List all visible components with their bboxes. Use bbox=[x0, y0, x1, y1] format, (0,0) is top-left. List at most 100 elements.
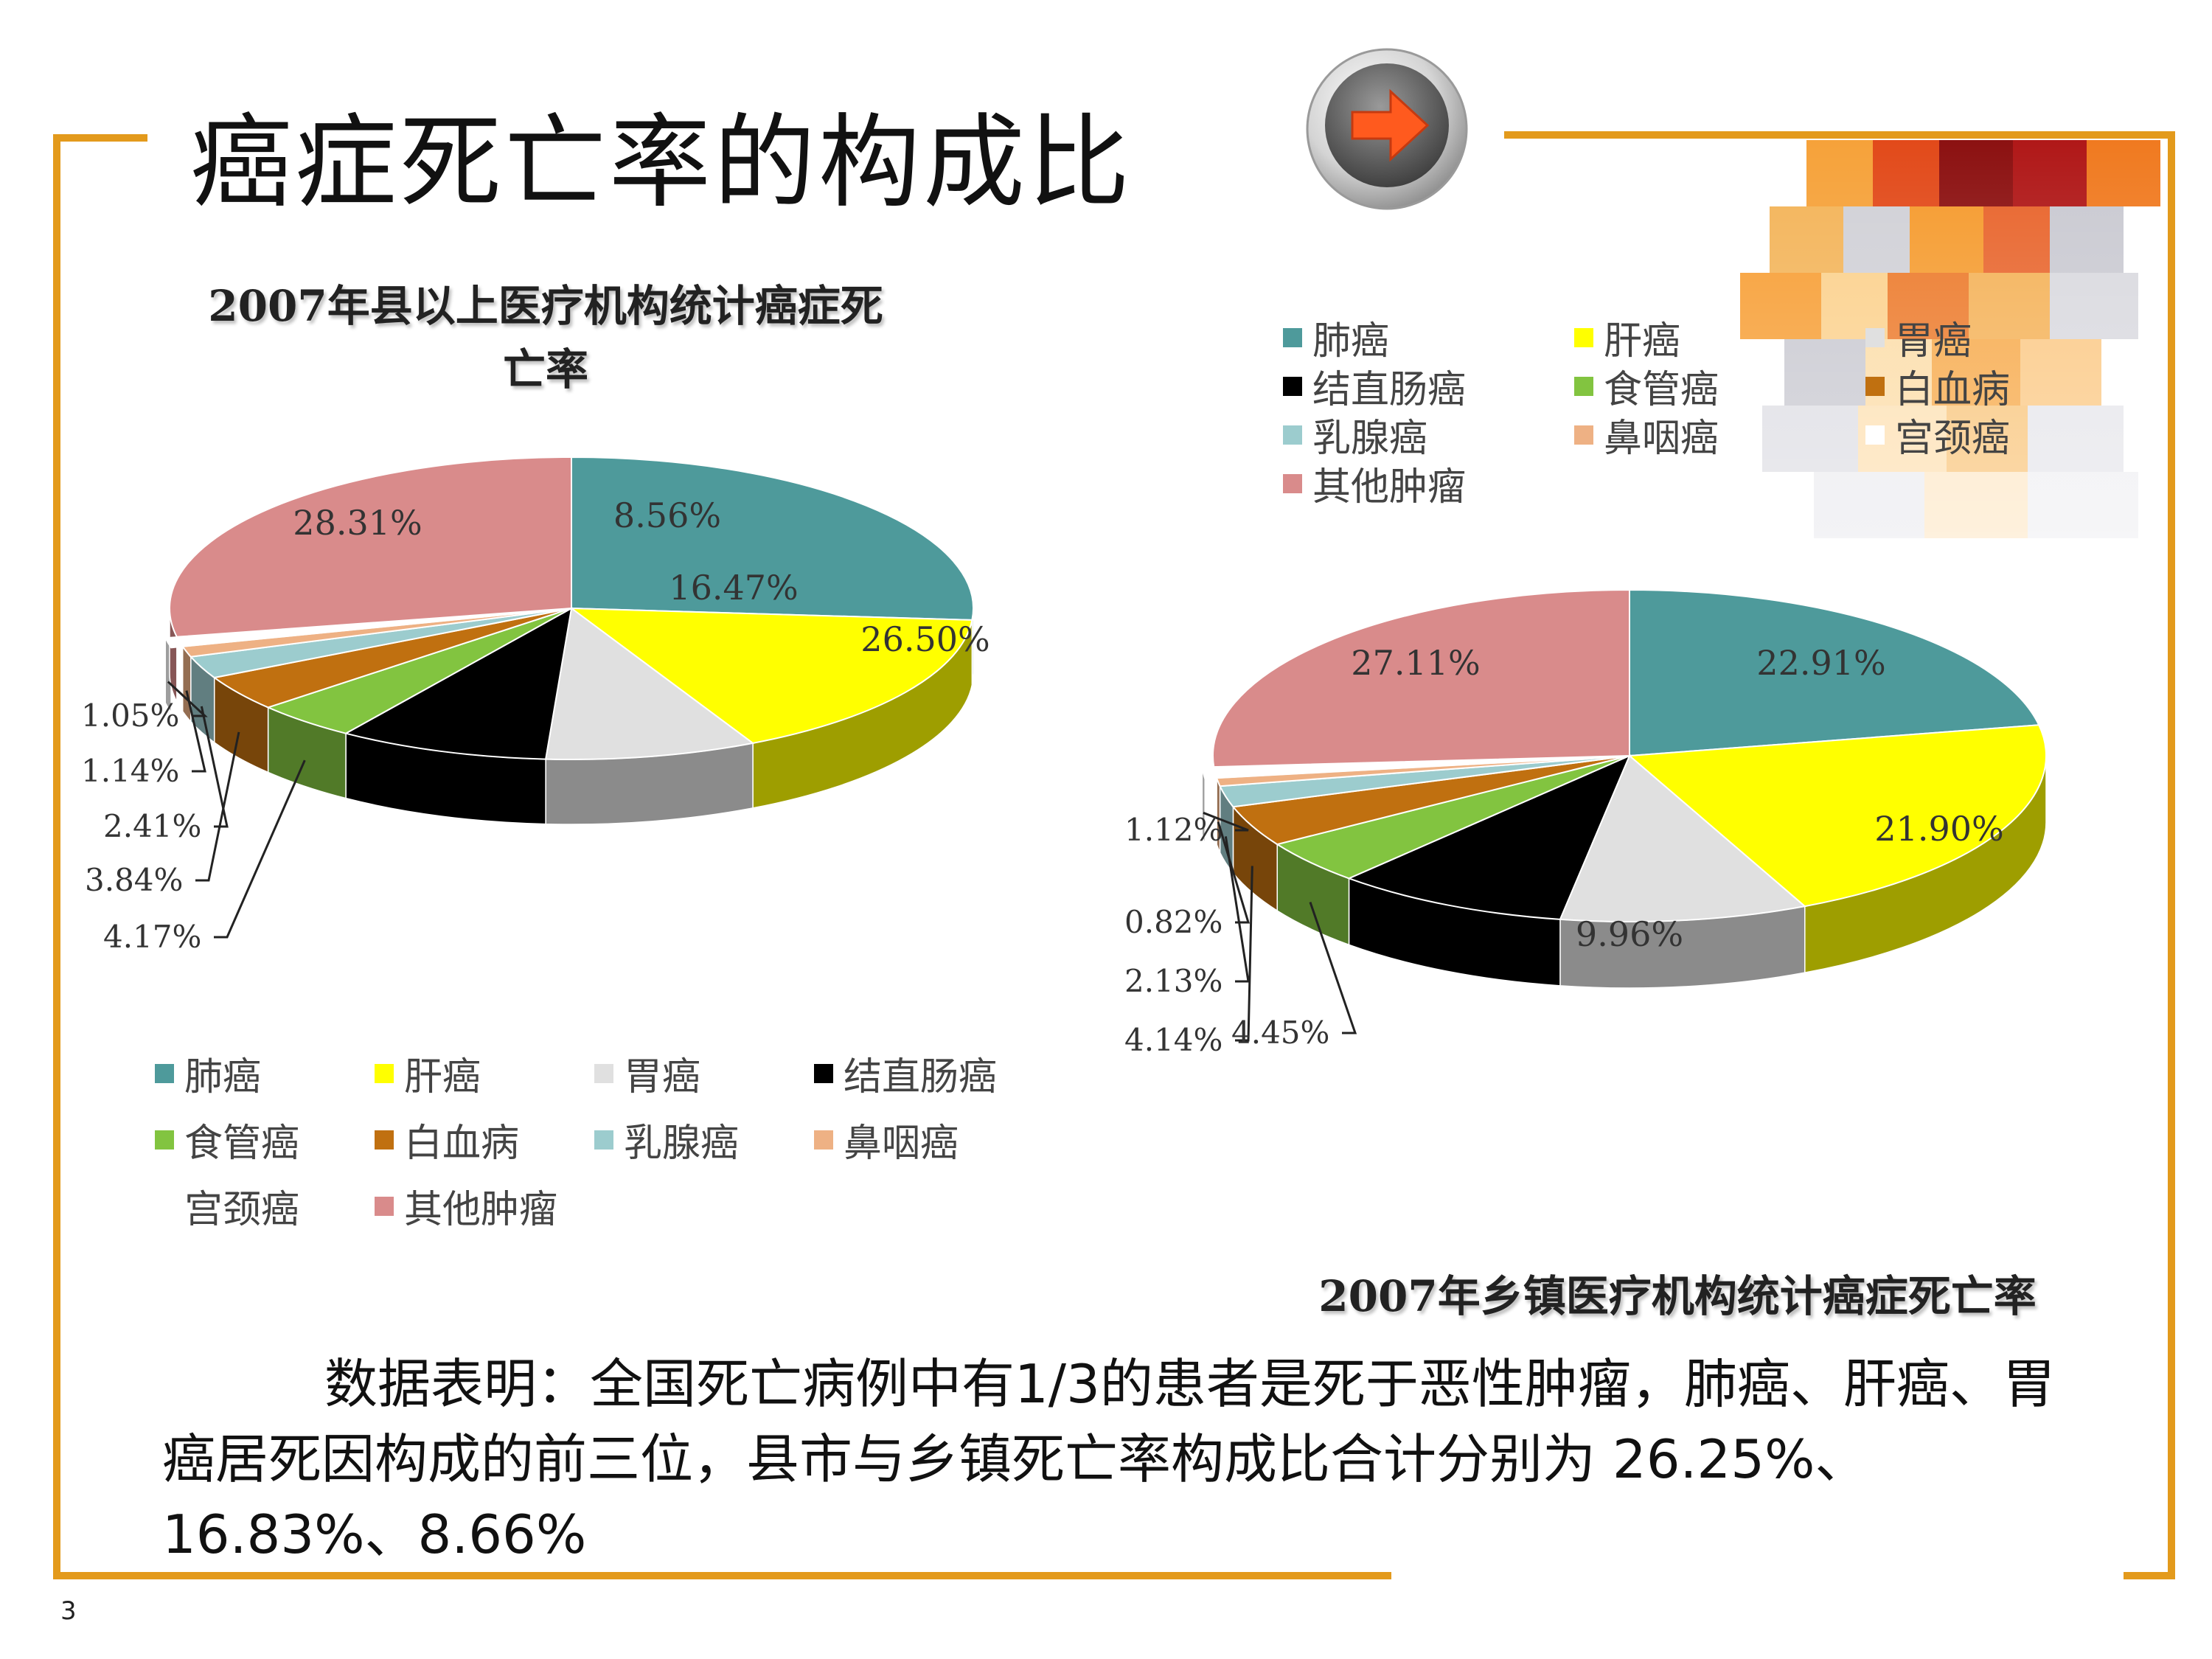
chart2-legend-swatch-2 bbox=[1865, 327, 1885, 347]
chart1-legend-label-4: 食管癌 bbox=[184, 1121, 300, 1166]
chart2-leader-line-8 bbox=[1203, 811, 1249, 832]
chart2-legend-label-2: 胃癌 bbox=[1895, 319, 1972, 364]
chart2-slice-2 bbox=[1559, 754, 1807, 923]
chart1-legend-label-9: 其他肿瘤 bbox=[404, 1188, 558, 1232]
chart2-legend-swatch-0 bbox=[1283, 327, 1302, 347]
chart2-data-label-5: 4.14% bbox=[1124, 1022, 1222, 1058]
chart1-legend-label-5: 白血病 bbox=[404, 1121, 520, 1166]
chart1-legend-item-1: 肝癌 bbox=[375, 1046, 481, 1101]
chart1-legend-swatch-2 bbox=[594, 1063, 613, 1083]
chart1-legend-swatch-0 bbox=[155, 1063, 174, 1083]
chart1-title: 2007年县以上医疗机构统计癌症死 亡率 bbox=[155, 274, 936, 401]
chart1-legend-item-2: 胃癌 bbox=[594, 1046, 700, 1101]
chart1-data-label-9: 28.31% bbox=[293, 503, 422, 543]
chart2-legend-label-9: 其他肿瘤 bbox=[1312, 465, 1467, 509]
chart1-legend-item-4: 食管癌 bbox=[155, 1112, 299, 1167]
chart1-legend-swatch-3 bbox=[814, 1063, 833, 1083]
chart1-legend-swatch-6 bbox=[594, 1130, 613, 1150]
chart2-pie-top bbox=[1201, 588, 2047, 923]
chart2-legend-swatch-3 bbox=[1283, 376, 1302, 396]
chart2-data-label-8: 1.12% bbox=[1124, 812, 1222, 848]
chart2-leader-line-6 bbox=[1224, 836, 1250, 983]
chart1-slice-9 bbox=[169, 456, 572, 638]
arrow-right-icon bbox=[1306, 48, 1468, 210]
chart2-legend-swatch-6 bbox=[1283, 425, 1302, 445]
chart2-leader-line-5 bbox=[1235, 866, 1253, 1042]
chart1-slice-8 bbox=[164, 608, 560, 649]
decorative-cubes bbox=[1740, 140, 2168, 656]
chart2-legend-label-0: 肺癌 bbox=[1312, 319, 1390, 364]
chart2-legend-item-0: 肺癌 bbox=[1283, 310, 1389, 365]
chart2-legend-item-8: 宫颈癌 bbox=[1865, 407, 2010, 462]
chart1-data-label-5: 3.84% bbox=[85, 862, 183, 898]
chart1-pie-top bbox=[164, 456, 974, 760]
chart1-data-label-6: 2.41% bbox=[103, 808, 201, 844]
chart2-slice-9 bbox=[1212, 588, 1630, 768]
chart2-legend-swatch-1 bbox=[1574, 327, 1593, 347]
frame-left bbox=[53, 134, 60, 1579]
page-number: 3 bbox=[60, 1596, 77, 1626]
chart2-legend-swatch-8 bbox=[1865, 425, 1885, 445]
chart2-leader-line-4 bbox=[1309, 902, 1357, 1034]
chart1-data-label-7: 1.14% bbox=[81, 753, 179, 789]
chart1-legend-item-8: 宫颈癌 bbox=[155, 1178, 299, 1234]
chart2-legend-label-4: 食管癌 bbox=[1604, 368, 1719, 412]
frame-top-left bbox=[53, 134, 147, 142]
next-slide-button[interactable] bbox=[1304, 46, 1470, 212]
chart2-data-label-6: 2.13% bbox=[1124, 963, 1222, 999]
chart2-legend-label-1: 肝癌 bbox=[1604, 319, 1681, 364]
chart1-legend-item-0: 肺癌 bbox=[155, 1046, 261, 1101]
chart1-legend-item-3: 结直肠癌 bbox=[814, 1046, 997, 1101]
chart1-leader-line-6 bbox=[200, 706, 229, 828]
chart2-slice-8 bbox=[1201, 755, 1618, 779]
chart1-title-line1: 2007年县以上医疗机构统计癌症死 bbox=[208, 281, 883, 331]
chart2-legend-item-9: 其他肿瘤 bbox=[1283, 456, 1466, 511]
chart1-leader-line-4 bbox=[214, 759, 306, 939]
chart2-legend-item-4: 食管癌 bbox=[1574, 358, 1719, 414]
frame-bottom-left bbox=[53, 1572, 1391, 1579]
chart2-data-label-7: 0.82% bbox=[1124, 904, 1222, 940]
chart1-legend-swatch-1 bbox=[375, 1063, 394, 1083]
chart2-legend-swatch-9 bbox=[1283, 473, 1302, 493]
chart2-legend-swatch-4 bbox=[1574, 376, 1593, 396]
chart1-legend-label-3: 结直肠癌 bbox=[844, 1055, 998, 1099]
frame-top-right bbox=[1504, 131, 2175, 139]
chart1-legend-item-5: 白血病 bbox=[375, 1112, 519, 1167]
chart1-legend-label-2: 胃癌 bbox=[624, 1055, 701, 1099]
chart1-legend-item-9: 其他肿瘤 bbox=[375, 1178, 557, 1234]
summary-text-content: 数据表明：全国死亡病例中有1/3的患者是死于恶性肿瘤，肺癌、肝癌、胃癌居死因构成… bbox=[162, 1353, 2056, 1565]
chart1-data-label-1: 16.47% bbox=[669, 568, 798, 608]
chart2-data-label-2: 9.96% bbox=[1576, 914, 1683, 954]
chart2-slice-0 bbox=[1629, 588, 2040, 757]
chart1-legend-label-1: 肝癌 bbox=[404, 1055, 481, 1099]
chart2-data-label-0: 22.91% bbox=[1756, 643, 1885, 683]
chart1-data-label-0: 26.50% bbox=[860, 619, 990, 659]
chart2-legend-item-6: 乳腺癌 bbox=[1283, 407, 1427, 462]
chart1-slice-0 bbox=[571, 456, 974, 621]
chart1-pie-sides bbox=[164, 608, 974, 825]
chart1-legend-label-6: 乳腺癌 bbox=[624, 1121, 740, 1166]
chart2-legend-item-1: 肝癌 bbox=[1574, 310, 1680, 365]
chart1-slice-1 bbox=[568, 607, 973, 744]
chart2-legend-label-6: 乳腺癌 bbox=[1312, 417, 1428, 461]
chart2-legend-item-3: 结直肠癌 bbox=[1283, 358, 1466, 414]
chart1-legend-swatch-9 bbox=[375, 1196, 394, 1216]
chart1-legend-label-8: 宫颈癌 bbox=[184, 1188, 300, 1232]
chart1-legend-swatch-5 bbox=[375, 1130, 394, 1150]
chart1-legend-label-0: 肺癌 bbox=[184, 1055, 262, 1099]
chart2-data-labels: 22.91%21.90%9.96%27.11%1.12%0.82%2.13%4.… bbox=[1124, 643, 2004, 1058]
chart2-slice-1 bbox=[1627, 724, 2047, 908]
chart2-legend-swatch-7 bbox=[1574, 425, 1593, 445]
chart1-slice-2 bbox=[544, 607, 755, 760]
chart1-legend-item-7: 鼻咽癌 bbox=[814, 1112, 959, 1167]
chart1-slice-3 bbox=[344, 607, 573, 760]
chart1-leader-line-8 bbox=[167, 681, 208, 717]
chart1-title-line2: 亡率 bbox=[502, 344, 588, 394]
chart2-data-label-4: 4.45% bbox=[1231, 1015, 1329, 1051]
chart1-data-label-2: 8.56% bbox=[613, 495, 721, 535]
chart2-legend-label-5: 白血病 bbox=[1895, 368, 2011, 412]
chart2-title: 2007年乡镇医疗机构统计癌症死亡率 bbox=[1318, 1271, 2037, 1321]
